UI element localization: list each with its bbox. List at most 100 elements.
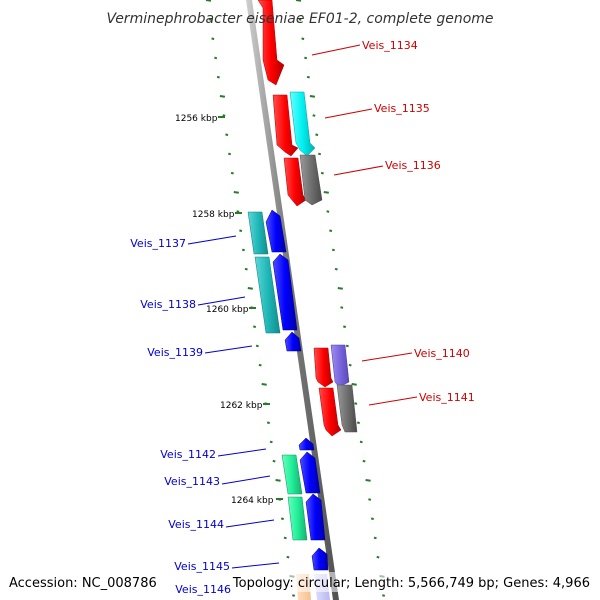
tick-mark xyxy=(280,517,284,521)
tick-mark xyxy=(351,383,357,386)
gene-label-veis-1134[interactable]: Veis_1134 xyxy=(362,39,418,52)
tick-mark xyxy=(283,536,287,540)
leader-veis-1139 xyxy=(204,345,253,354)
gene-arrow-veis-1137[interactable] xyxy=(247,211,269,255)
tick-mark xyxy=(239,229,243,233)
gene-label-veis-1144[interactable]: Veis_1144 xyxy=(168,518,224,531)
gene-label-veis-1145[interactable]: Veis_1145 xyxy=(174,560,230,573)
tick-mark xyxy=(320,171,324,175)
tick-mark xyxy=(219,95,226,98)
gene-label-veis-1141[interactable]: Veis_1141 xyxy=(419,391,475,404)
accession-text: Accession: NC_008786 xyxy=(9,576,157,591)
gene-arrow-veis-1144[interactable] xyxy=(287,496,308,541)
tick-mark xyxy=(382,594,386,597)
gene-arrow-veis-1140[interactable] xyxy=(313,347,334,388)
leader-veis-1137 xyxy=(187,235,237,245)
tick-mark xyxy=(354,402,358,405)
tick-mark xyxy=(292,594,296,597)
tick-mark xyxy=(258,363,262,367)
tick-mark xyxy=(368,498,372,501)
gene-arrow-veis-1135[interactable] xyxy=(272,94,299,157)
gene-label-veis-1139[interactable]: Veis_1139 xyxy=(147,346,203,359)
gene-label-veis-1137[interactable]: Veis_1137 xyxy=(130,237,186,250)
gene-label-veis-1143[interactable]: Veis_1143 xyxy=(164,475,220,488)
gene-arrow-veis-1145[interactable] xyxy=(311,547,329,571)
tick-mark xyxy=(208,18,212,21)
leader-veis-1140 xyxy=(361,352,413,362)
gene-leader-lines xyxy=(187,44,418,569)
tick-mark xyxy=(228,152,232,156)
leader-veis-1135 xyxy=(324,108,373,119)
gene-label-veis-1138[interactable]: Veis_1138 xyxy=(140,298,196,311)
tick-mark xyxy=(331,248,335,252)
gene-arrow-veis-1141-b[interactable] xyxy=(336,384,358,433)
tick-mark xyxy=(233,191,239,194)
gene-label-veis-1146[interactable]: Veis_1146 xyxy=(175,583,231,596)
leader-veis-1141 xyxy=(368,396,418,406)
gene-features xyxy=(247,0,358,600)
gene-label-veis-1142[interactable]: Veis_1142 xyxy=(160,448,216,461)
tick-mark xyxy=(304,56,308,60)
tick-mark xyxy=(345,344,349,348)
tick-mark xyxy=(247,287,253,290)
tick-mark xyxy=(295,0,302,2)
leader-veis-1136 xyxy=(333,165,384,176)
tick-mark xyxy=(312,114,316,117)
gene-arrow-veis-1140-b[interactable] xyxy=(330,344,350,388)
tick-mark xyxy=(253,325,257,329)
gene-arrow-veis-1143-b[interactable] xyxy=(299,451,321,494)
gene-arrow-veis-1142[interactable] xyxy=(298,437,315,451)
tick-mark xyxy=(356,421,360,425)
leader-veis-1138 xyxy=(197,296,246,306)
tick-mark xyxy=(269,440,273,444)
tick-mark xyxy=(205,0,212,2)
gene-arrow-veis-1136[interactable] xyxy=(283,157,307,207)
kbp-labels: 1256 kbp 1258 kbp 1260 kbp 1262 kbp 1264… xyxy=(175,114,283,506)
footer-backdrop xyxy=(256,572,596,592)
gene-arrow-veis-1141[interactable] xyxy=(318,387,342,437)
gene-arrow-veis-1135-b[interactable] xyxy=(289,91,316,157)
leader-veis-1142 xyxy=(217,448,267,457)
tick-mark xyxy=(230,171,234,175)
tick-mark xyxy=(365,479,371,482)
tick-mark xyxy=(362,459,366,463)
leader-veis-1143 xyxy=(221,475,271,485)
gene-arrow-veis-1138[interactable] xyxy=(254,256,281,334)
tick-mark xyxy=(340,306,344,309)
gene-arrow-veis-1143[interactable] xyxy=(281,454,303,495)
gene-labels: Veis_1134 Veis_1135 Veis_1136 Veis_1137 … xyxy=(130,39,474,596)
tick-mark xyxy=(343,325,347,329)
tick-mark xyxy=(370,517,374,521)
gene-label-veis-1140[interactable]: Veis_1140 xyxy=(414,347,470,360)
tick-mark xyxy=(216,75,220,79)
tick-mark xyxy=(315,133,319,137)
topology-text: Topology: circular; Length: 5,566,749 bp… xyxy=(232,576,590,591)
kbp-label: 1258 kbp xyxy=(192,210,235,220)
tick-mark xyxy=(329,229,333,233)
gene-label-veis-1136[interactable]: Veis_1136 xyxy=(385,159,441,172)
kbp-label: 1256 kbp xyxy=(175,114,218,124)
tick-mark xyxy=(236,210,240,213)
gene-label-veis-1135[interactable]: Veis_1135 xyxy=(374,102,430,115)
gene-arrow-veis-1139[interactable] xyxy=(284,331,302,352)
tick-mark xyxy=(272,459,276,463)
tick-mark xyxy=(298,18,302,21)
tick-mark xyxy=(255,344,259,348)
kbp-label: 1262 kbp xyxy=(220,401,263,411)
tick-mark xyxy=(301,37,305,41)
gene-arrow-veis-1144-b[interactable] xyxy=(305,493,326,541)
tick-mark xyxy=(323,191,329,194)
tick-mark xyxy=(241,248,245,252)
tick-mark xyxy=(286,555,290,559)
tick-mark xyxy=(348,363,352,367)
right-tick-track xyxy=(295,0,386,597)
gene-arrow-veis-1134[interactable] xyxy=(257,0,285,86)
gene-arrow-veis-1138-b[interactable] xyxy=(272,253,298,331)
kbp-label: 1264 kbp xyxy=(231,496,274,506)
tick-mark xyxy=(376,555,380,559)
gene-arrow-veis-1136-b[interactable] xyxy=(299,154,323,206)
map-title: Verminephrobacter eiseniae EF01-2, compl… xyxy=(106,11,493,27)
leader-veis-1134 xyxy=(311,44,361,56)
gene-arrow-veis-1137-b[interactable] xyxy=(265,209,287,253)
